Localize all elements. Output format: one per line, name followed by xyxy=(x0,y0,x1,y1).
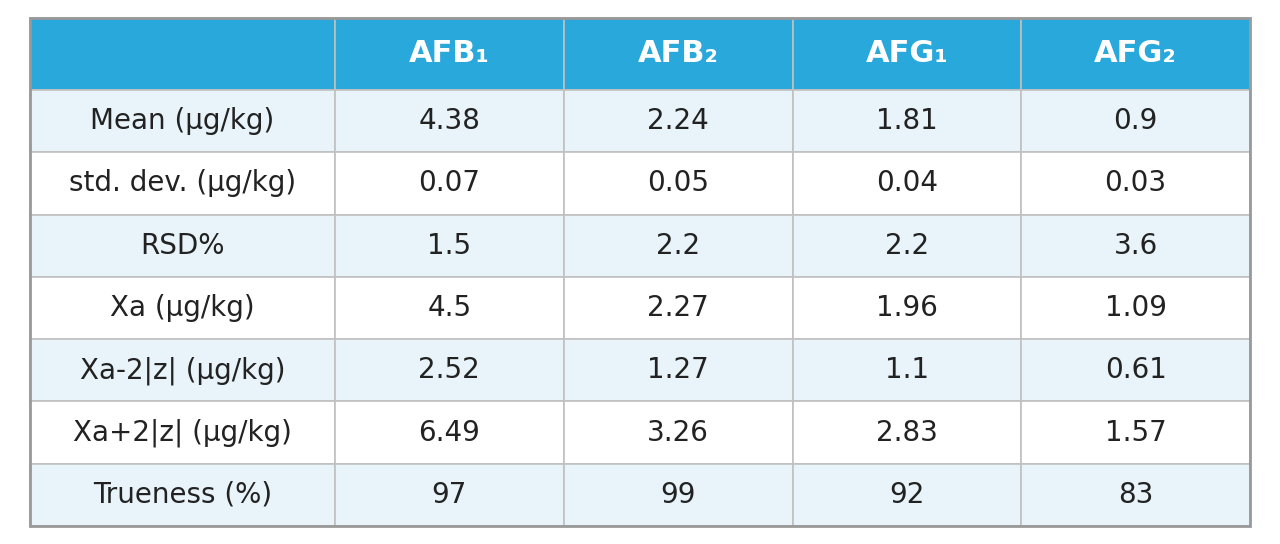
Text: AFB₁: AFB₁ xyxy=(408,40,490,69)
Bar xyxy=(29,339,335,401)
Text: Xa (μg/kg): Xa (μg/kg) xyxy=(110,294,255,322)
Bar xyxy=(29,277,335,339)
Bar xyxy=(335,463,563,526)
Text: 1.57: 1.57 xyxy=(1105,418,1166,447)
Bar xyxy=(29,90,335,152)
Text: 0.05: 0.05 xyxy=(648,169,709,197)
Bar xyxy=(29,401,335,463)
Text: Xa+2|z| (μg/kg): Xa+2|z| (μg/kg) xyxy=(73,418,292,447)
Text: 4.38: 4.38 xyxy=(419,107,480,135)
Text: 0.03: 0.03 xyxy=(1105,169,1166,197)
Text: Mean (μg/kg): Mean (μg/kg) xyxy=(91,107,275,135)
Bar xyxy=(1021,152,1251,214)
Text: AFG₁: AFG₁ xyxy=(865,40,948,69)
Bar xyxy=(1021,339,1251,401)
Bar xyxy=(1021,214,1251,277)
Text: 4.5: 4.5 xyxy=(428,294,471,322)
Bar xyxy=(792,401,1021,463)
Text: 1.96: 1.96 xyxy=(876,294,938,322)
Text: RSD%: RSD% xyxy=(141,232,225,259)
Bar xyxy=(792,90,1021,152)
Text: std. dev. (μg/kg): std. dev. (μg/kg) xyxy=(69,169,296,197)
Text: Trueness (%): Trueness (%) xyxy=(93,481,273,509)
Bar xyxy=(563,401,792,463)
Text: 2.83: 2.83 xyxy=(876,418,938,447)
Text: 1.81: 1.81 xyxy=(876,107,938,135)
Bar xyxy=(1021,277,1251,339)
Bar xyxy=(335,277,563,339)
Text: 3.6: 3.6 xyxy=(1114,232,1157,259)
Text: AFG₂: AFG₂ xyxy=(1094,40,1178,69)
Text: 2.2: 2.2 xyxy=(884,232,929,259)
Bar xyxy=(335,90,563,152)
Bar xyxy=(563,152,792,214)
Text: 92: 92 xyxy=(890,481,924,509)
Bar xyxy=(563,90,792,152)
Bar xyxy=(792,339,1021,401)
Text: 97: 97 xyxy=(431,481,467,509)
Bar xyxy=(792,214,1021,277)
Bar xyxy=(792,277,1021,339)
Bar xyxy=(563,214,792,277)
Text: 1.27: 1.27 xyxy=(648,356,709,384)
Bar xyxy=(29,463,335,526)
Bar xyxy=(335,18,563,90)
Bar xyxy=(563,277,792,339)
Bar xyxy=(792,18,1021,90)
Text: 6.49: 6.49 xyxy=(419,418,480,447)
Text: 1.1: 1.1 xyxy=(884,356,929,384)
Text: 2.24: 2.24 xyxy=(648,107,709,135)
Bar xyxy=(563,339,792,401)
Text: 83: 83 xyxy=(1117,481,1153,509)
Bar xyxy=(792,152,1021,214)
Bar xyxy=(563,463,792,526)
Text: 2.2: 2.2 xyxy=(657,232,700,259)
Text: Xa-2|z| (μg/kg): Xa-2|z| (μg/kg) xyxy=(79,356,285,385)
Text: AFB₂: AFB₂ xyxy=(637,40,718,69)
Text: 1.09: 1.09 xyxy=(1105,294,1166,322)
Bar xyxy=(1021,18,1251,90)
Text: 0.04: 0.04 xyxy=(876,169,938,197)
Text: 0.07: 0.07 xyxy=(419,169,480,197)
Bar xyxy=(29,152,335,214)
Bar xyxy=(335,339,563,401)
Text: 0.9: 0.9 xyxy=(1114,107,1158,135)
Text: 0.61: 0.61 xyxy=(1105,356,1166,384)
Bar xyxy=(335,401,563,463)
Bar xyxy=(29,18,335,90)
Text: 99: 99 xyxy=(660,481,696,509)
Bar xyxy=(1021,401,1251,463)
Bar xyxy=(29,214,335,277)
Text: 2.27: 2.27 xyxy=(648,294,709,322)
Bar xyxy=(1021,463,1251,526)
Bar xyxy=(1021,90,1251,152)
Text: 2.52: 2.52 xyxy=(419,356,480,384)
Text: 1.5: 1.5 xyxy=(428,232,471,259)
Bar xyxy=(563,18,792,90)
Bar xyxy=(335,214,563,277)
Bar xyxy=(792,463,1021,526)
Bar xyxy=(335,152,563,214)
Text: 3.26: 3.26 xyxy=(648,418,709,447)
